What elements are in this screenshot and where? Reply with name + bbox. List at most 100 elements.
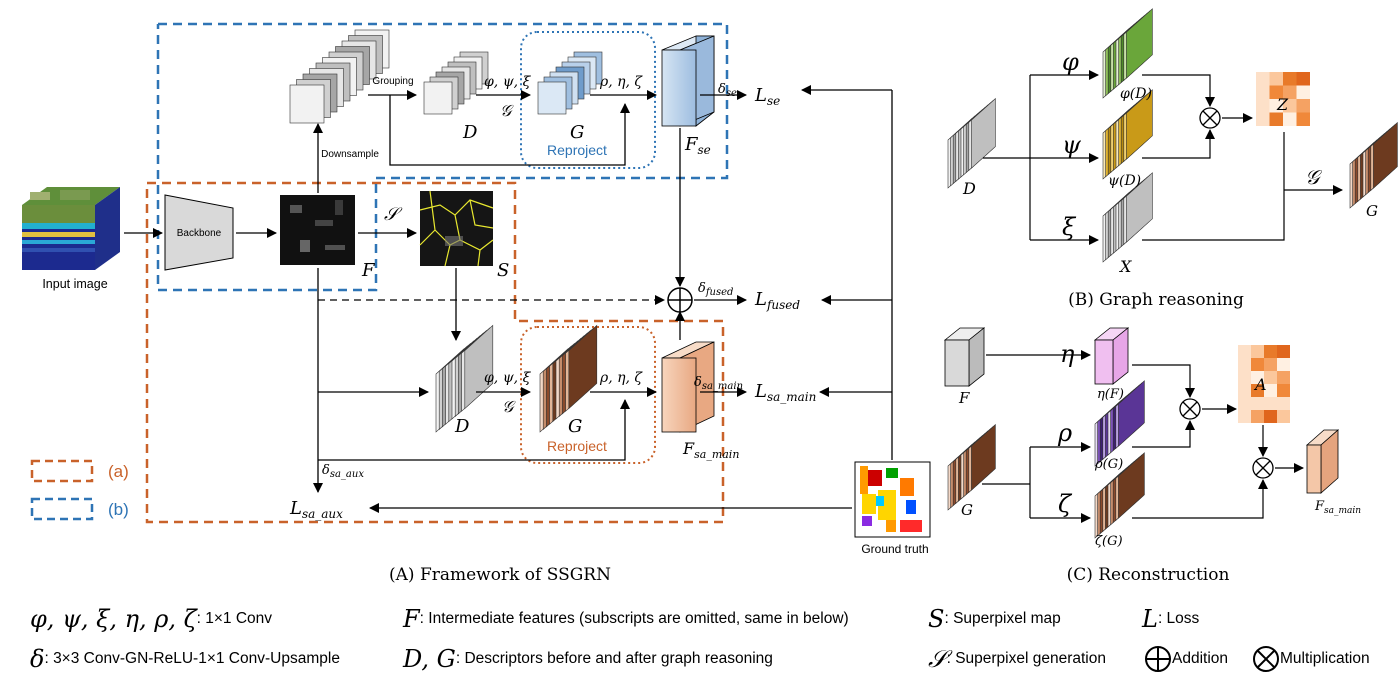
panel-c-reconstruction: η ρ ζ F η(F) G ρ(G) ζ(G) A Fsa_main: [943, 327, 1361, 549]
panel-b-X-stack: [1102, 172, 1153, 263]
descriptor-D-top-stack: [423, 51, 489, 115]
panel-c-etaF-block: [1093, 327, 1130, 385]
gcal-top: 𝒢: [500, 101, 514, 120]
panel-c-F: F: [958, 389, 970, 407]
downsampled-feature-stack: [289, 29, 390, 124]
panel-b-Z: Z: [1276, 95, 1289, 114]
loss-sa-main: Lsa_main: [754, 381, 816, 404]
delta-sa-main: δsa_main: [694, 375, 743, 392]
legend-row-DG: D, G: Descriptors before and after graph…: [403, 645, 773, 673]
gcal-bottom: 𝒢: [502, 397, 516, 416]
caption-a: (A) Framework of SSGRN: [389, 565, 611, 585]
legend-conv-text: : 1×1 Conv: [196, 610, 273, 627]
F-sa-main-block: [661, 341, 715, 433]
panel-b-phi: φ: [1062, 48, 1079, 76]
panel-b-Z-matrix: [1256, 72, 1310, 126]
panel-b-multiplication-node: [1199, 107, 1221, 129]
caption-b: (B) Graph reasoning: [1068, 290, 1244, 310]
panel-c-A-matrix: [1238, 345, 1290, 423]
G-top-symbol: G: [570, 122, 584, 143]
panel-c-etaF: η(F): [1097, 387, 1124, 402]
loss-sa-aux: Lsa_aux: [289, 498, 343, 521]
legend-Sgen-text: : Superpixel generation: [946, 650, 1106, 667]
reproject-label-b: Reproject: [547, 142, 607, 158]
input-image-label: Input image: [42, 277, 107, 291]
legend-a-label: (a): [108, 462, 129, 481]
legend-multiplication-text: Multiplication: [1280, 650, 1370, 667]
delta-sa-aux: δsa_aux: [322, 463, 364, 480]
panel-b-xi: ξ: [1062, 213, 1077, 241]
panel-c-Fsa-block: [1305, 429, 1340, 494]
multiplication-icon: [1253, 646, 1279, 672]
region-b-dashed-box: [156, 22, 729, 292]
panel-b-gcal: 𝒢: [1305, 165, 1323, 189]
panel-b-psi: ψ: [1062, 131, 1082, 159]
delta-fused: δfused: [698, 281, 733, 298]
rho-eta-zeta-top: ρ, η, ζ: [599, 74, 643, 90]
descriptor-G-top-stack: [537, 51, 603, 115]
ground-truth-image: [854, 461, 931, 538]
legend-delta-symbol: δ: [30, 645, 45, 673]
legend-DG-text: : Descriptors before and after graph rea…: [455, 650, 773, 667]
S-generation-symbol: 𝒮: [384, 204, 403, 225]
addition-icon: [1145, 646, 1171, 672]
input-image-cube: [22, 187, 120, 270]
legend-row-S: S: Superpixel map: [928, 605, 1061, 633]
legend-row-conv: φ, ψ, ξ, η, ρ, ζ: 1×1 Conv: [30, 605, 272, 633]
panel-c-G: G: [961, 501, 973, 519]
delta-se: δse: [718, 82, 737, 99]
panel-c-zeta: ζ: [1058, 490, 1073, 518]
legend-delta-text: : 3×3 Conv-GN-ReLU-1×1 Conv-Upsample: [44, 650, 340, 667]
legend-DG-symbol: D, G: [403, 645, 456, 673]
legend-S-text: : Superpixel map: [944, 610, 1061, 627]
panel-c-zetaG-stack: [1094, 452, 1145, 539]
feature-map-F: [280, 195, 355, 265]
superpixel-map-S: [419, 190, 494, 267]
legend-L-text: : Loss: [1157, 610, 1200, 627]
F-se-block: [661, 35, 715, 127]
panel-c-Fsa: Fsa_main: [1314, 499, 1361, 516]
legend-F-text: : Intermediate features (subscripts are …: [419, 610, 849, 627]
phi-psi-xi-top: φ, ψ, ξ: [484, 74, 532, 90]
panel-b-D-stack: [947, 97, 996, 189]
rho-eta-zeta-bottom: ρ, η, ζ: [599, 370, 643, 386]
F-se-symbol: Fse: [684, 134, 711, 157]
panel-c-eta: η: [1060, 340, 1075, 368]
legend-row-loss: L: Loss: [1142, 605, 1199, 633]
legend-row-multiplication: Multiplication: [1252, 645, 1370, 673]
panel-b-G: G: [1366, 202, 1378, 220]
panel-c-G-stack: [947, 423, 996, 511]
reproject-label-a: Reproject: [547, 438, 607, 454]
legend-a-swatch: [30, 459, 94, 483]
panel-c-rhoG: ρ(G): [1094, 457, 1123, 472]
panel-b-phiD-stack: [1102, 8, 1153, 99]
panel-c-A: A: [1253, 375, 1267, 394]
panel-b-psiD-stack: [1102, 89, 1153, 180]
F-symbol: F: [361, 260, 376, 281]
reproject-box-b: [520, 31, 656, 169]
legend-F-symbol: F: [403, 605, 420, 633]
D-top-symbol: D: [462, 122, 478, 143]
legend-conv-symbols: φ, ψ, ξ, η, ρ, ζ: [30, 605, 197, 633]
panel-b-D: D: [962, 179, 976, 198]
framework-diagram: Input image Backbone F S Fse Fsa_mai: [22, 8, 1398, 585]
legend-row-F: F: Intermediate features (subscripts are…: [403, 605, 849, 633]
legend-Sgen-symbol: 𝒮: [928, 645, 947, 673]
panel-b-graph-reasoning: φ ψ ξ D φ(D) ψ(D) X Z 𝒢 G: [947, 8, 1398, 276]
legend-row-addition: Addition: [1144, 645, 1228, 673]
panel-c-F-block: [943, 327, 986, 387]
panel-b-X: X: [1118, 257, 1132, 276]
S-symbol: S: [497, 260, 509, 281]
descriptor-D-bottom-stack: [435, 324, 494, 433]
panel-b-phiD: φ(D): [1120, 86, 1152, 102]
loss-se: Lse: [754, 85, 780, 108]
legend-row-Sgen: 𝒮: Superpixel generation: [928, 645, 1106, 673]
legend-row-delta: δ: 3×3 Conv-GN-ReLU-1×1 Conv-Upsample: [30, 645, 340, 673]
legend-b-swatch: [30, 497, 94, 521]
legend-L-symbol: L: [1142, 605, 1158, 633]
grouping-label: Grouping: [372, 76, 413, 87]
panel-c-multiplication-node-1: [1179, 398, 1201, 420]
reproject-box-a: [520, 326, 656, 464]
F-sa-main-symbol: Fsa_main: [682, 439, 739, 461]
downsample-label: Downsample: [321, 149, 379, 160]
